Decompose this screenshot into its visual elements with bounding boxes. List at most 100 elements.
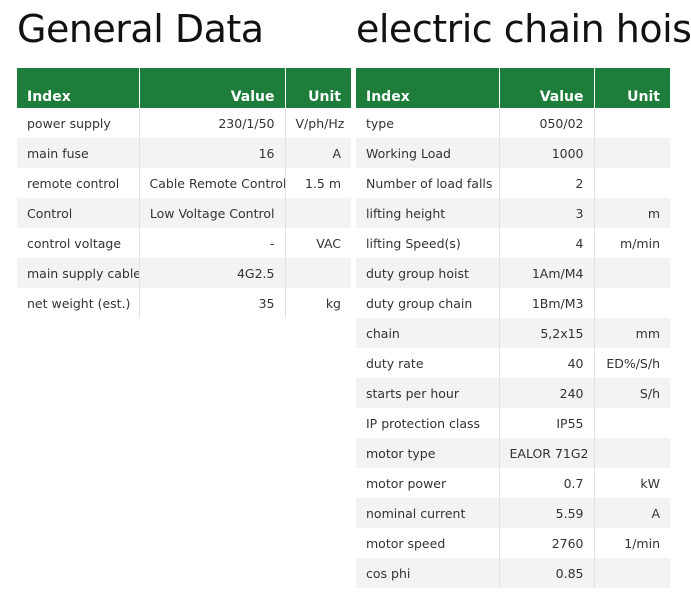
index-cell: lifting height [356,198,499,228]
table-header-row: Index Value Unit [356,68,670,108]
index-cell: power supply [17,108,139,138]
table-row: duty group hoist 1Am/M4 [356,258,670,288]
value-cell: 050/02 [498,108,594,138]
index-cell: chain [356,318,499,348]
table-row: main supply cable 4G2.5 [17,258,351,288]
index-cell: Control [17,198,139,228]
value-cell: 4 [498,228,594,258]
table-row: lifting height 3 m [356,198,670,228]
index-cell: duty rate [356,348,499,378]
table-row: Working Load 1000 [356,138,670,168]
index-cell: starts per hour [356,378,499,408]
table-row: duty group chain 1Bm/M3 [356,288,670,318]
table-row: remote control Cable Remote Control 1.5 m [17,168,351,198]
value-cell: 230/1/50 [138,108,285,138]
general-data-table: Index Value Unit power supply 230/1/50 V/p… [17,68,351,318]
unit-cell: m [593,198,670,228]
value-header: Value [138,68,285,108]
index-cell: nominal current [356,498,499,528]
value-cell: 4G2.5 [138,258,285,288]
index-cell: IP protection class [356,408,499,438]
value-cell: 16 [138,138,285,168]
value-cell: 0.7 [498,468,594,498]
general-data-title: General Data [17,7,264,51]
unit-cell: kW [593,468,670,498]
value-cell: 40 [498,348,594,378]
chain-hoist-body: type 050/02 Working Load 1000 Number of load… [356,108,670,588]
value-header: Value [498,68,594,108]
value-cell: 35 [138,288,285,318]
table-row: motor power 0.7 kW [356,468,670,498]
index-header: Index [27,89,71,105]
table-row: Number of load falls 2 [356,168,670,198]
unit-cell [284,258,351,288]
table-row: motor type EALOR 71G2 [356,438,670,468]
value-cell: 1000 [498,138,594,168]
unit-cell: S/h [593,378,670,408]
unit-cell [284,198,351,228]
table-row: cos phi 0.85 [356,558,670,588]
index-cell: type [356,108,499,138]
unit-header: Unit [284,68,351,108]
table-row: type 050/02 [356,108,670,138]
unit-cell: 1.5 m [284,168,351,198]
index-cell: motor type [356,438,499,468]
unit-cell: A [284,138,351,168]
index-cell: duty group chain [356,288,499,318]
table-row: main fuse 16 A [17,138,351,168]
value-cell: 240 [498,378,594,408]
value-cell: 5.59 [498,498,594,528]
table-row: net weight (est.) 35 kg [17,288,351,318]
unit-cell: m/min [593,228,670,258]
value-cell: Cable Remote Control [138,168,285,198]
chain-hoist-title: electric chain hoist [356,7,691,51]
table-row: chain 5,2x15 mm [356,318,670,348]
general-data-section: General Data Index Value Unit power supp… [17,0,351,318]
unit-cell: kg [284,288,351,318]
value-cell: 3 [498,198,594,228]
unit-cell [593,438,670,468]
unit-cell: V/ph/Hz [284,108,351,138]
index-cell: main fuse [17,138,139,168]
index-cell: motor speed [356,528,499,558]
value-cell: 0.85 [498,558,594,588]
unit-cell: VAC [284,228,351,258]
index-cell: main supply cable [17,258,139,288]
value-cell: 2 [498,168,594,198]
table-row: lifting Speed(s) 4 m/min [356,228,670,258]
table-row: control voltage - VAC [17,228,351,258]
index-cell: net weight (est.) [17,288,139,318]
value-cell: 5,2x15 [498,318,594,348]
unit-cell: ED%/S/h [593,348,670,378]
value-cell: IP55 [498,408,594,438]
chain-hoist-table: Index Value Unit type 050/02 Working Load 1… [356,68,670,588]
value-cell: Low Voltage Control [138,198,285,228]
table-header-row: Index Value Unit [17,68,351,108]
unit-cell [593,408,670,438]
table-row: IP protection class IP55 [356,408,670,438]
unit-cell [593,558,670,588]
unit-cell: 1/min [593,528,670,558]
unit-cell: A [593,498,670,528]
index-cell: cos phi [356,558,499,588]
index-cell: lifting Speed(s) [356,228,499,258]
table-row: power supply 230/1/50 V/ph/Hz [17,108,351,138]
unit-cell [593,108,670,138]
index-cell: Working Load [356,138,499,168]
unit-cell: mm [593,318,670,348]
table-row: nominal current 5.59 A [356,498,670,528]
index-header: Index [366,89,410,105]
unit-cell [593,168,670,198]
value-cell: 1Bm/M3 [498,288,594,318]
table-row: starts per hour 240 S/h [356,378,670,408]
unit-cell [593,138,670,168]
value-cell: - [138,228,285,258]
table-row: Control Low Voltage Control [17,198,351,228]
index-cell: motor power [356,468,499,498]
index-cell: Number of load falls [356,168,499,198]
chain-hoist-section: electric chain hoist Index Value Unit ty… [356,0,691,588]
index-cell: remote control [17,168,139,198]
value-cell: 2760 [498,528,594,558]
table-row: motor speed 2760 1/min [356,528,670,558]
